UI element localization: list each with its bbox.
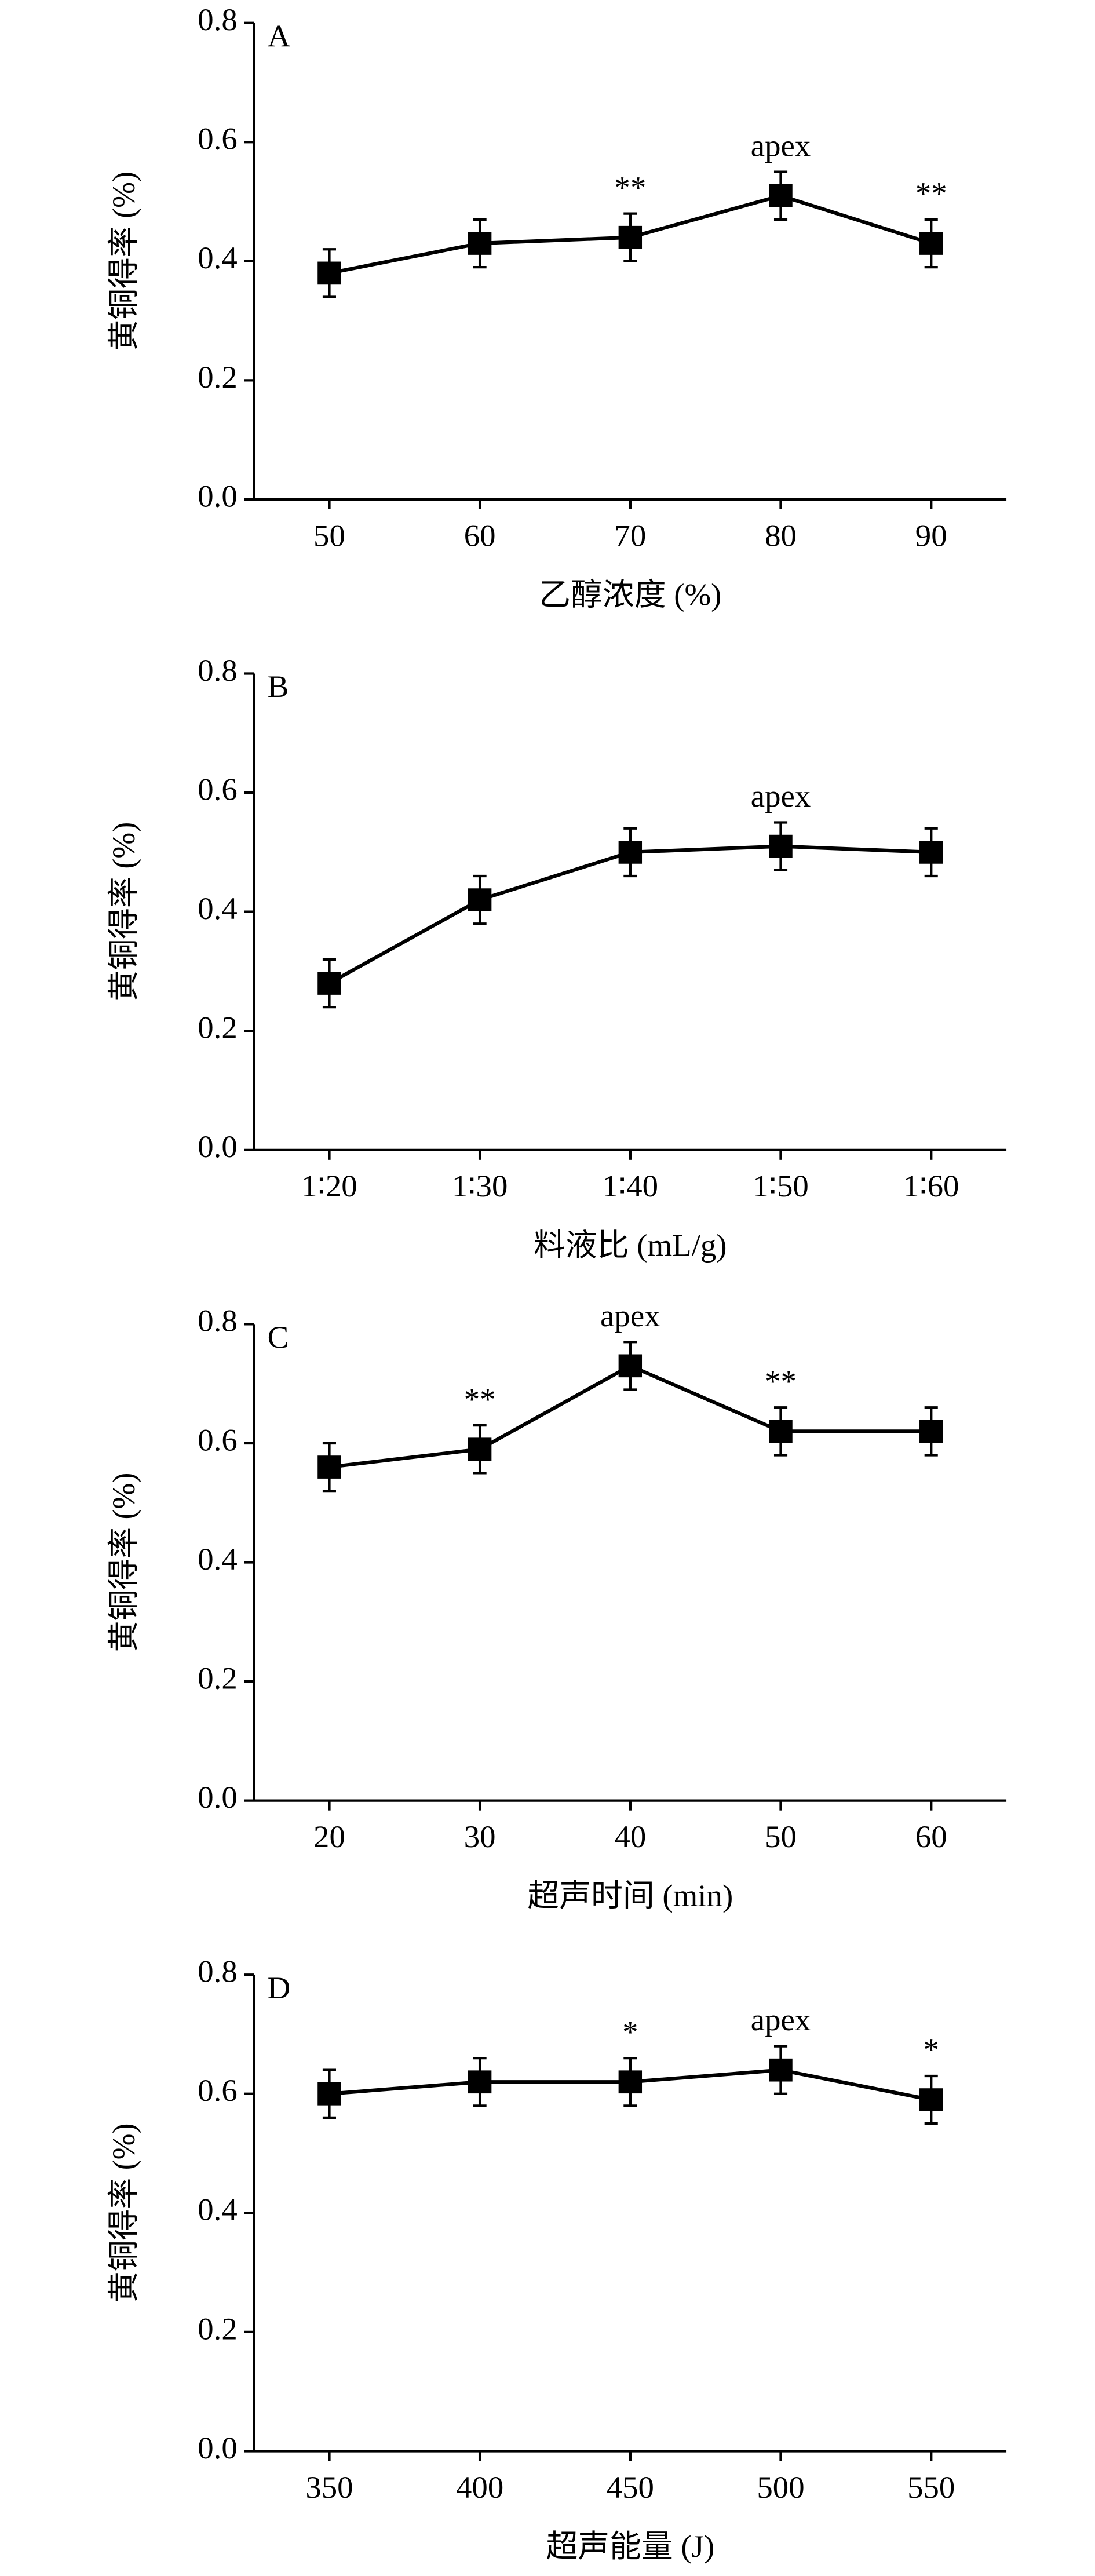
x-tick-label: 70	[614, 519, 646, 553]
marker	[618, 1354, 643, 1378]
point-label: **	[464, 1382, 496, 1416]
y-tick-label: 0.4	[198, 1542, 238, 1576]
y-axis-label: 黄铜得率 (%)	[106, 822, 141, 1002]
y-tick-label: 0.2	[198, 1661, 238, 1695]
x-axis-label: 乙醇浓度 (%)	[539, 578, 721, 612]
panel-label: D	[268, 1971, 291, 2005]
x-tick-label: 40	[614, 1819, 646, 1853]
y-tick-label: 0.8	[198, 1304, 238, 1338]
x-tick-label: 20	[313, 1819, 345, 1853]
x-axis-label: 料液比 (mL/g)	[534, 1228, 727, 1263]
x-tick-label: 60	[464, 519, 496, 553]
marker	[769, 184, 793, 207]
point-label: **	[915, 176, 947, 210]
marker	[919, 1420, 943, 1443]
x-tick-label: 60	[915, 1819, 947, 1853]
y-tick-label: 0.6	[198, 772, 238, 807]
x-tick-label: 1∶30	[452, 1169, 508, 1203]
y-tick-label: 0.4	[198, 241, 238, 275]
x-axis-label: 超声时间 (min)	[527, 1879, 733, 1913]
marker	[468, 888, 492, 911]
marker	[468, 232, 492, 255]
marker	[769, 834, 793, 858]
marker	[468, 1437, 492, 1461]
point-label: *	[924, 2033, 939, 2067]
y-tick-label: 0.4	[198, 2192, 238, 2227]
point-label: *	[622, 2015, 638, 2049]
y-tick-label: 0.8	[198, 653, 238, 687]
point-label: apex	[600, 1298, 660, 1333]
panel: 0.0 0.2 0.4 0.6 0.8 C 黄铜得率 (%) 超声时间 (min) 20 30 40…	[106, 1298, 1007, 1913]
y-axis-label: 黄铜得率 (%)	[106, 2123, 141, 2303]
y-tick-label: 0.8	[198, 2, 238, 37]
y-tick-label: 0.0	[198, 1130, 238, 1164]
y-axis-label: 黄铜得率 (%)	[106, 172, 141, 351]
panel: 0.0 0.2 0.4 0.6 0.8 D 黄铜得率 (%) 超声能量 (J) 350 400 45…	[106, 1954, 1007, 2564]
x-tick-label: 350	[305, 2470, 353, 2504]
y-tick-label: 0.6	[198, 1423, 238, 1457]
x-tick-label: 400	[456, 2470, 503, 2504]
marker	[468, 2070, 492, 2094]
panel-label: A	[268, 19, 291, 53]
y-tick-label: 0.6	[198, 2074, 238, 2108]
marker	[769, 2058, 793, 2082]
y-tick-label: 0.0	[198, 1780, 238, 1814]
point-label: apex	[751, 129, 811, 163]
y-tick-label: 0.8	[198, 1954, 238, 1988]
x-tick-label: 30	[464, 1819, 496, 1853]
point-label: **	[765, 1364, 797, 1398]
y-tick-label: 0.0	[198, 479, 238, 513]
panel-label: B	[268, 670, 289, 704]
y-tick-label: 0.6	[198, 122, 238, 156]
y-axis-label: 黄铜得率 (%)	[106, 1473, 141, 1652]
y-tick-label: 0.2	[198, 2312, 238, 2346]
x-tick-label: 50	[313, 519, 345, 553]
marker	[618, 225, 643, 249]
marker	[317, 261, 341, 285]
point-label: apex	[751, 2003, 811, 2037]
marker	[919, 2088, 943, 2111]
panel-label: C	[268, 1320, 289, 1355]
marker	[618, 2070, 643, 2094]
y-tick-label: 0.2	[198, 1010, 238, 1045]
marker	[769, 1420, 793, 1443]
y-tick-label: 0.4	[198, 891, 238, 925]
y-tick-label: 0.2	[198, 360, 238, 394]
x-tick-label: 1∶20	[301, 1169, 357, 1203]
marker	[919, 232, 943, 255]
marker	[317, 972, 341, 995]
x-tick-label: 50	[765, 1819, 797, 1853]
x-tick-label: 450	[607, 2470, 654, 2504]
x-tick-label: 80	[765, 519, 797, 553]
y-tick-label: 0.0	[198, 2431, 238, 2465]
x-tick-label: 1∶50	[753, 1169, 809, 1203]
panel: 0.0 0.2 0.4 0.6 0.8 B 黄铜得率 (%) 料液比 (mL/g) 1∶20 1∶…	[106, 653, 1007, 1263]
x-tick-label: 550	[907, 2470, 955, 2504]
panel: 0.0 0.2 0.4 0.6 0.8 A 黄铜得率 (%) 乙醇浓度 (%) 50 60 70 80…	[106, 2, 1007, 612]
point-label: apex	[751, 779, 811, 813]
marker	[919, 841, 943, 864]
x-axis-label: 超声能量 (J)	[546, 2529, 714, 2563]
x-tick-label: 90	[915, 519, 947, 553]
x-tick-label: 1∶40	[603, 1169, 659, 1203]
point-label: **	[614, 170, 646, 205]
marker	[317, 1455, 341, 1479]
marker	[618, 841, 643, 864]
marker	[317, 2082, 341, 2106]
x-tick-label: 1∶60	[903, 1169, 959, 1203]
x-tick-label: 500	[757, 2470, 804, 2504]
